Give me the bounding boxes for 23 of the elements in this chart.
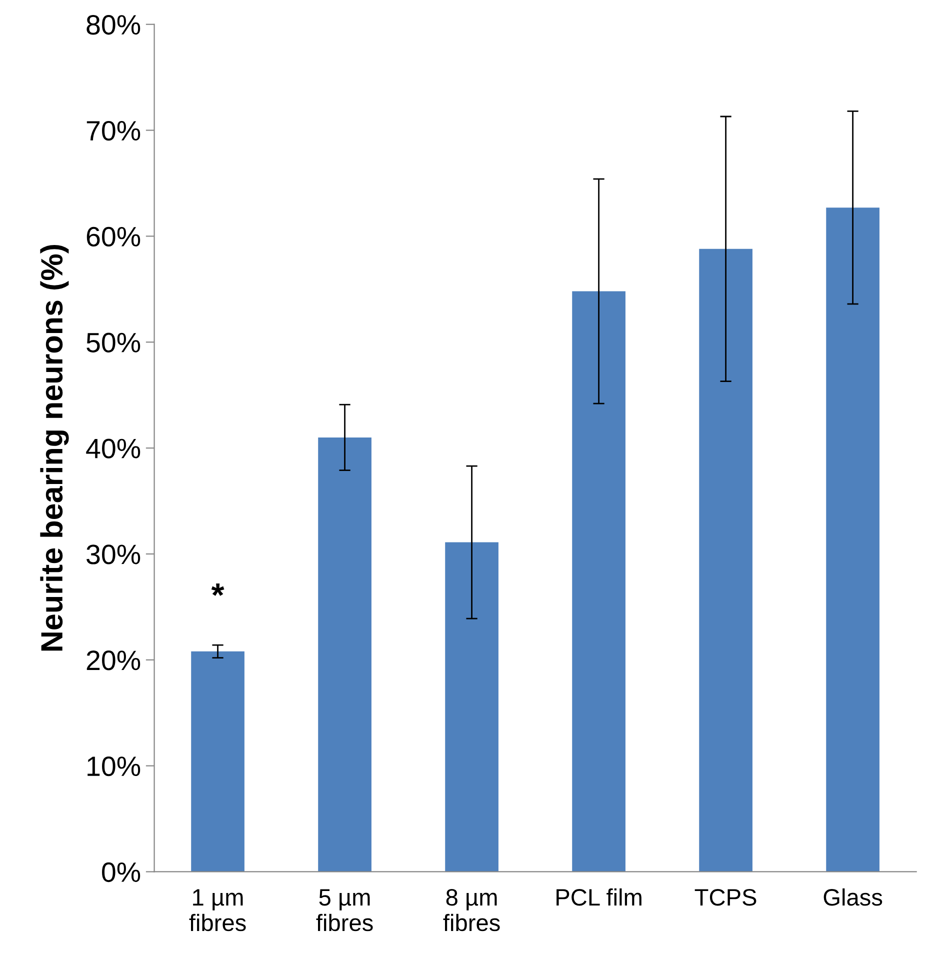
y-tick-label: 70% xyxy=(86,120,140,141)
bar xyxy=(699,248,752,872)
annotation: * xyxy=(211,584,224,596)
y-tick-label: 60% xyxy=(86,226,140,247)
bar xyxy=(826,208,880,872)
y-tick-label: 80% xyxy=(86,15,140,35)
x-tick-label: TCPS xyxy=(694,889,756,906)
y-tick-label: 10% xyxy=(88,756,140,776)
y-tick-label: 50% xyxy=(86,332,140,352)
x-tick-label: 1 µm fibres xyxy=(189,889,246,932)
bar xyxy=(445,542,498,872)
bar xyxy=(318,437,372,872)
x-tick-label: 8 µm fibres xyxy=(443,889,500,932)
y-axis-title: Neurite bearing neurons (%) xyxy=(40,244,69,651)
y-tick-label: 30% xyxy=(86,544,140,564)
y-tick-label: 0% xyxy=(102,862,140,882)
bar xyxy=(191,651,244,872)
x-tick-label: PCL film xyxy=(556,888,642,906)
x-tick-label: 5 µm fibres xyxy=(316,889,373,932)
x-tick-label: Glass xyxy=(824,888,882,906)
bar xyxy=(572,291,626,872)
y-tick-label: 20% xyxy=(86,650,140,670)
y-tick-label: 40% xyxy=(86,438,140,458)
